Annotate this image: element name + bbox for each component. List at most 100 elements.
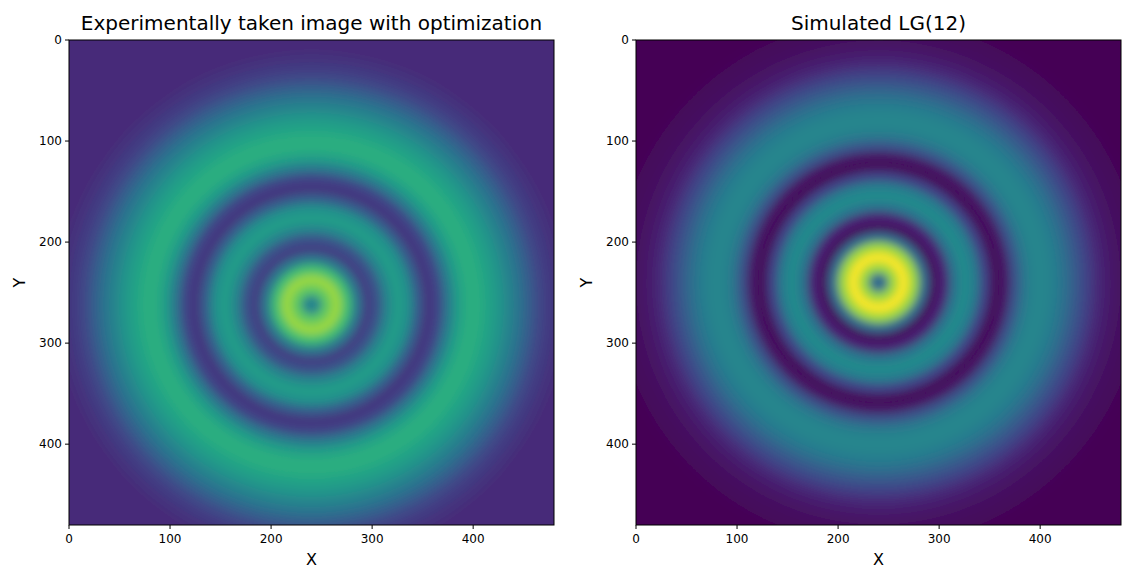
- y-tick-label: 300: [39, 336, 62, 350]
- ring: [767, 171, 989, 393]
- ring: [150, 143, 473, 466]
- ring: [69, 40, 554, 525]
- y-axis-title: Y: [10, 277, 29, 288]
- ring: [636, 40, 1121, 525]
- x-tick-label: 0: [65, 532, 73, 546]
- y-tick-label: 400: [39, 437, 62, 451]
- ring: [636, 40, 1121, 525]
- x-tick-label: 400: [462, 532, 485, 546]
- y-tick-label: 300: [606, 336, 629, 350]
- ring: [788, 192, 970, 374]
- ring: [636, 40, 1121, 525]
- x-tick-label: 0: [632, 532, 640, 546]
- ring: [291, 285, 331, 325]
- ring: [878, 282, 879, 283]
- panel: 01002003004000100200300400Simulated LG(1…: [125, 0, 1132, 584]
- x-axis-title: X: [873, 550, 884, 569]
- ring: [636, 40, 1121, 525]
- y-tick-label: 0: [621, 33, 629, 47]
- x-tick: [737, 525, 738, 529]
- y-axis-title: Y: [577, 277, 596, 288]
- y-tick-label: 200: [39, 235, 62, 249]
- ring: [838, 242, 919, 323]
- ring: [727, 131, 1030, 434]
- ring: [636, 40, 1121, 525]
- figure: 0 100 200 300 400 0 100 200 300 400 Experimentally…: [0, 0, 1132, 584]
- frame: [636, 40, 1121, 525]
- y-tick-label: 400: [606, 437, 629, 451]
- y-tick-label: 0: [54, 33, 62, 47]
- ring: [271, 264, 352, 345]
- x-tick-label: 200: [260, 532, 283, 546]
- ring: [231, 224, 393, 386]
- title: Simulated LG(12): [791, 11, 966, 35]
- ring: [868, 272, 888, 292]
- ring: [69, 40, 554, 525]
- x-tick: [372, 525, 373, 529]
- y-tick: [632, 141, 636, 142]
- ring: [120, 113, 504, 497]
- ring: [636, 40, 1121, 525]
- ring: [251, 244, 372, 365]
- ring: [697, 101, 1061, 465]
- ring: [636, 40, 1121, 525]
- ring: [636, 40, 1121, 525]
- ring: [69, 40, 554, 525]
- x-tick-label: 300: [928, 532, 951, 546]
- ring: [717, 121, 1040, 444]
- x-tick-label: 400: [1029, 532, 1052, 546]
- ring: [777, 181, 979, 383]
- y-tick: [632, 343, 636, 344]
- ring: [808, 212, 949, 353]
- ring: [818, 222, 939, 343]
- ring: [666, 70, 1090, 494]
- ring: [636, 40, 1121, 525]
- ring: [200, 194, 422, 416]
- ring: [69, 40, 554, 525]
- ring: [69, 40, 554, 525]
- ring: [656, 60, 1101, 505]
- y-tick: [632, 40, 636, 41]
- y-tick: [65, 40, 69, 41]
- x-tick-label: 300: [361, 532, 384, 546]
- ring: [707, 111, 1051, 455]
- ring: [69, 40, 554, 525]
- ring: [848, 252, 909, 313]
- y-tick-label: 100: [39, 134, 62, 148]
- y-tick: [632, 444, 636, 445]
- x-tick-label: 100: [159, 532, 182, 546]
- x-tick: [1040, 525, 1041, 529]
- rings: [636, 40, 1121, 525]
- ring: [221, 214, 403, 396]
- ring: [190, 183, 433, 426]
- ring: [757, 161, 1000, 404]
- ring: [636, 40, 1121, 525]
- y-tick: [632, 242, 636, 243]
- title: Experimentally taken image with optimiza…: [81, 11, 542, 35]
- ring: [747, 151, 1010, 414]
- ring: [241, 234, 382, 375]
- ring: [170, 163, 453, 446]
- ring: [858, 262, 898, 302]
- ring: [69, 40, 554, 525]
- rings: [69, 40, 554, 525]
- ring: [69, 40, 554, 525]
- ring: [79, 72, 544, 525]
- ring: [99, 93, 523, 517]
- ring: [69, 62, 554, 525]
- ring: [301, 295, 321, 315]
- ring: [737, 141, 1020, 424]
- y-tick-label: 200: [606, 235, 629, 249]
- ring: [89, 82, 534, 525]
- y-tick: [65, 444, 69, 445]
- ring: [210, 204, 412, 406]
- ring: [281, 274, 342, 335]
- ring: [109, 103, 513, 507]
- x-tick: [170, 525, 171, 529]
- frame: [69, 40, 554, 525]
- x-tick: [939, 525, 940, 529]
- ring: [130, 123, 494, 487]
- ring: [676, 80, 1080, 484]
- ring: [69, 40, 554, 525]
- ring: [636, 40, 1121, 525]
